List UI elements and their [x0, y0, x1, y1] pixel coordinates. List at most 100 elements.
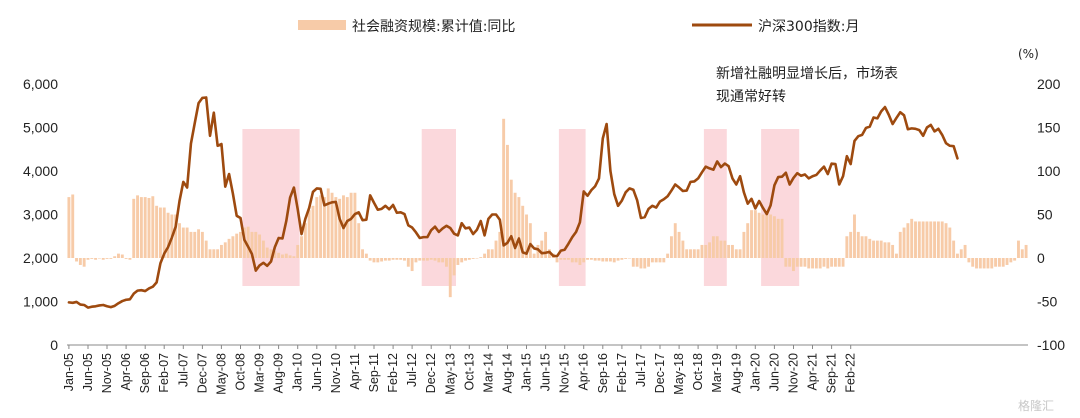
bar-105 — [467, 258, 471, 260]
bar-55 — [277, 252, 281, 258]
bar-18 — [136, 195, 139, 258]
bar-169 — [711, 236, 715, 258]
bar-61 — [300, 236, 303, 258]
bar-121 — [528, 223, 532, 258]
x-tick-label: Nov-10 — [329, 353, 343, 393]
bar-96 — [433, 258, 437, 261]
bar-112 — [494, 240, 498, 258]
bar-138 — [593, 258, 597, 261]
bar-13 — [117, 253, 120, 258]
bar-234 — [959, 249, 963, 258]
bar-87 — [399, 258, 403, 260]
bar-84 — [387, 258, 391, 261]
bar-44 — [235, 233, 239, 258]
bar-230 — [944, 223, 948, 258]
x-tick-label: May-18 — [672, 353, 686, 395]
bar-167 — [704, 244, 708, 258]
x-tick-label: Nov-05 — [100, 353, 114, 393]
bar-180 — [753, 210, 757, 258]
line-hs300 — [67, 96, 959, 309]
bar-188 — [784, 258, 788, 267]
bar-220 — [906, 223, 910, 258]
bar-22 — [151, 196, 155, 258]
bar-116 — [509, 179, 513, 258]
bar-211 — [872, 240, 875, 258]
bar-177 — [742, 231, 746, 258]
bar-117 — [513, 192, 517, 258]
bar-159 — [673, 223, 677, 258]
bar-53 — [269, 249, 273, 258]
bar-186 — [776, 218, 780, 258]
x-tick-label: Oct-13 — [462, 353, 476, 391]
bar-1 — [71, 194, 75, 258]
x-tick-label: May-13 — [443, 353, 457, 395]
bar-7 — [94, 258, 98, 260]
bar-227 — [933, 221, 937, 258]
bar-204 — [845, 236, 849, 258]
right-axis-unit: (%) — [1018, 47, 1039, 61]
bar-14 — [120, 254, 124, 258]
bar-231 — [948, 227, 952, 258]
bar-3 — [78, 258, 82, 265]
bar-125 — [544, 231, 548, 258]
x-tick-label: Sep-16 — [596, 353, 610, 393]
bar-157 — [666, 253, 670, 258]
bar-54 — [273, 251, 277, 258]
bar-243 — [994, 258, 998, 267]
bar-98 — [441, 258, 445, 263]
x-tick-label: Dec-07 — [195, 353, 209, 393]
bar-101 — [452, 258, 456, 276]
bar-192 — [799, 258, 803, 267]
bar-141 — [605, 258, 609, 262]
bar-78 — [364, 253, 368, 258]
bar-9 — [101, 258, 105, 260]
x-tick-label: Jun-15 — [539, 353, 553, 391]
bar-35 — [200, 231, 204, 258]
bar-193 — [803, 258, 807, 267]
left-tick-label: 0 — [50, 337, 58, 353]
bar-49 — [254, 231, 258, 258]
bar-210 — [868, 238, 872, 258]
bar-191 — [795, 258, 799, 267]
x-tick-label: Feb-22 — [844, 353, 858, 393]
bar-124 — [540, 240, 544, 258]
bar-160 — [677, 231, 681, 258]
bar-113 — [498, 231, 502, 258]
bar-91 — [414, 258, 418, 263]
bar-123 — [536, 244, 540, 258]
bar-67 — [322, 197, 326, 258]
x-tick-label: Sep-21 — [825, 353, 839, 393]
bar-203 — [841, 258, 845, 267]
x-tick-label: Jan-10 — [291, 353, 305, 391]
bar-140 — [601, 258, 605, 262]
bar-120 — [525, 214, 528, 258]
bar-207 — [856, 231, 860, 258]
bar-64 — [311, 205, 315, 258]
bar-202 — [837, 258, 841, 267]
left-tick-label: 6,000 — [23, 76, 58, 92]
bar-65 — [315, 197, 319, 258]
right-tick-label: 150 — [1037, 120, 1061, 136]
bar-45 — [239, 231, 242, 258]
bar-132 — [570, 258, 574, 263]
bar-50 — [258, 234, 262, 258]
bar-206 — [853, 214, 856, 258]
bar-25 — [162, 207, 166, 258]
bar-173 — [727, 244, 731, 258]
bar-8 — [97, 258, 101, 259]
bar-249 — [1017, 240, 1020, 258]
left-tick-label: 3,000 — [23, 207, 58, 223]
bar-85 — [391, 258, 395, 260]
left-tick-label: 5,000 — [23, 120, 58, 136]
bar-194 — [807, 258, 811, 269]
bar-179 — [750, 210, 753, 258]
x-tick-label: Mar-09 — [253, 353, 267, 393]
x-tick-label: Dec-17 — [653, 353, 667, 393]
legend-bar-swatch — [298, 20, 346, 30]
bar-90 — [410, 258, 414, 272]
bar-34 — [197, 229, 201, 258]
bar-208 — [860, 236, 864, 258]
legend-line-label: 沪深300指数:月 — [758, 19, 859, 35]
bar-184 — [769, 214, 773, 258]
bar-248 — [1013, 258, 1017, 261]
